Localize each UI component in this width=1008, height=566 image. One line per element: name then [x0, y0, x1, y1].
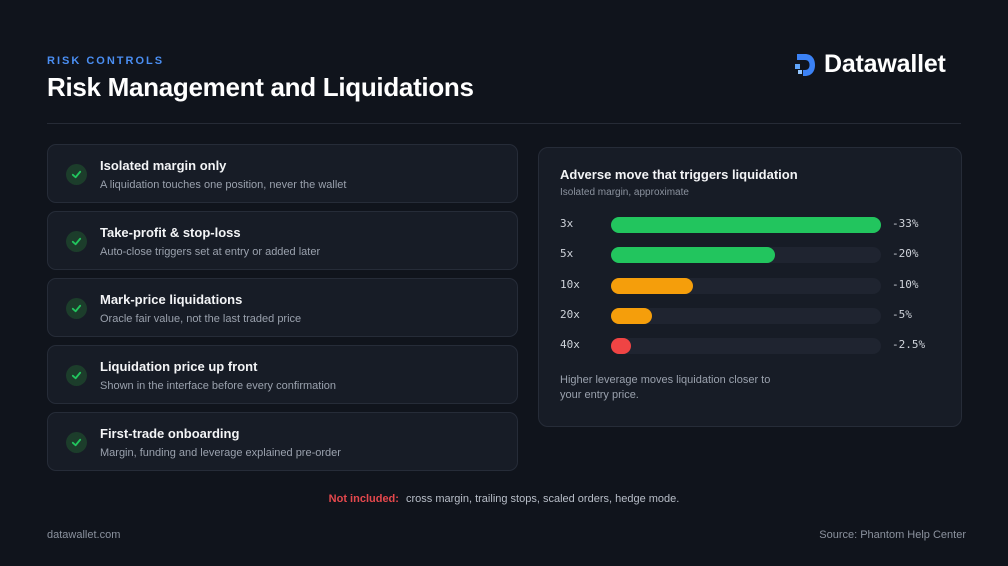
bar	[611, 217, 881, 233]
bar	[611, 307, 652, 324]
bar-value-label: -10%	[892, 277, 919, 291]
bar-track	[611, 277, 881, 294]
footnote: Not included: cross margin, trailing sto…	[0, 493, 1008, 505]
chart-row: 20x -5%	[560, 307, 950, 325]
feature-description: Shown in the interface before every conf…	[100, 380, 337, 392]
bar-value-label: -5%	[892, 307, 912, 321]
check-icon	[66, 432, 87, 453]
bar-value-label: -33%	[892, 217, 919, 230]
footer-site: datawallet.com	[47, 529, 121, 541]
chart-note: Higher leverage moves liquidation closer…	[560, 374, 771, 401]
footnote-label: Not included:	[328, 493, 399, 505]
bar-category-label: 10x	[560, 277, 580, 291]
feature-card: Liquidation price up front Shown in the …	[47, 345, 518, 404]
bar-track	[611, 217, 881, 233]
feature-card: Take-profit & stop-loss Auto-close trigg…	[47, 211, 518, 270]
check-icon	[66, 298, 87, 319]
datawallet-logo-icon	[795, 53, 815, 76]
bar	[611, 277, 693, 294]
bar-track	[611, 338, 881, 355]
brand-name: Datawallet	[824, 50, 946, 78]
bar-track	[611, 307, 881, 324]
feature-description: A liquidation touches one position, neve…	[100, 179, 347, 191]
chart-row: 3x -33%	[560, 216, 950, 234]
eyebrow: RISK CONTROLS	[47, 55, 165, 67]
bar-category-label: 20x	[560, 307, 580, 321]
feature-title: First-trade onboarding	[100, 426, 240, 441]
check-icon	[66, 231, 87, 252]
footnote-text: cross margin, trailing stops, scaled ord…	[406, 493, 680, 505]
header-divider	[47, 123, 961, 124]
feature-title: Mark-price liquidations	[100, 292, 243, 307]
chart-title: Adverse move that triggers liquidation	[560, 167, 798, 182]
footer-source: Source: Phantom Help Center	[819, 529, 966, 541]
feature-card: Mark-price liquidations Oracle fair valu…	[47, 278, 518, 337]
check-icon	[66, 365, 87, 386]
chart-row: 10x -10%	[560, 277, 950, 295]
bar-track	[611, 247, 881, 264]
bar-value-label: -20%	[892, 247, 919, 261]
brand-logo: Datawallet	[794, 50, 946, 79]
feature-card: First-trade onboarding Margin, funding a…	[47, 412, 518, 471]
feature-title: Liquidation price up front	[100, 359, 258, 374]
bar-category-label: 40x	[560, 338, 580, 352]
feature-list: Isolated margin only A liquidation touch…	[47, 144, 518, 479]
feature-description: Margin, funding and leverage explained p…	[100, 447, 341, 459]
bar	[611, 338, 632, 355]
chart-row: 40x -2.5%	[560, 337, 950, 355]
chart-subtitle: Isolated margin, approximate	[560, 187, 689, 198]
page-title: Risk Management and Liquidations	[47, 72, 474, 102]
feature-description: Oracle fair value, not the last traded p…	[100, 313, 302, 325]
bar-category-label: 5x	[560, 247, 574, 261]
feature-title: Isolated margin only	[100, 158, 227, 173]
check-icon	[66, 164, 87, 185]
bar	[611, 247, 775, 264]
bar-category-label: 3x	[560, 217, 574, 230]
liquidation-chart-panel: Adverse move that triggers liquidation I…	[538, 147, 962, 427]
feature-description: Auto-close triggers set at entry or adde…	[100, 246, 321, 258]
feature-card: Isolated margin only A liquidation touch…	[47, 144, 518, 203]
bar-value-label: -2.5%	[892, 338, 926, 352]
chart-row: 5x -20%	[560, 246, 950, 264]
feature-title: Take-profit & stop-loss	[100, 225, 241, 240]
